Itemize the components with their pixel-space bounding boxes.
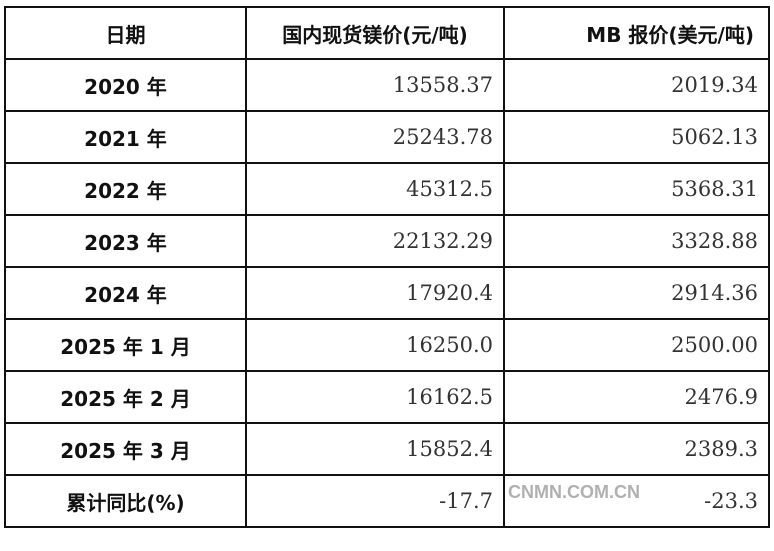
date-cell: 2025 年 1 月 (4, 318, 247, 372)
table-row: 2025 年 2 月 16162.5 2476.9 (4, 370, 770, 424)
domestic-price-cell: -17.7 (245, 474, 505, 528)
watermark: CNMN.COM.CN (508, 482, 640, 502)
domestic-price-cell: 16162.5 (245, 370, 505, 424)
date-cell: 2022 年 (4, 162, 247, 216)
mb-price-cell: 5368.31 (503, 162, 770, 216)
mb-price-cell: 2914.36 (503, 266, 770, 320)
mb-price-cell: -23.3 (503, 474, 770, 528)
mb-price-cell: 2019.34 (503, 58, 770, 112)
magnesium-price-table: 日期 国内现货镁价(元/吨) MB 报价(美元/吨) 2020 年 13558.3… (4, 6, 770, 528)
mb-price-cell: 5062.13 (503, 110, 770, 164)
table-row: 累计同比(%) -17.7 -23.3 (4, 474, 770, 528)
date-cell: 2020 年 (4, 58, 247, 112)
domestic-price-cell: 16250.0 (245, 318, 505, 372)
header-row: 日期 国内现货镁价(元/吨) MB 报价(美元/吨) (4, 6, 770, 60)
mb-price-cell: 3328.88 (503, 214, 770, 268)
domestic-price-cell: 15852.4 (245, 422, 505, 476)
domestic-price-cell: 22132.29 (245, 214, 505, 268)
table-row: 2025 年 3 月 15852.4 2389.3 (4, 422, 770, 476)
domestic-price-cell: 17920.4 (245, 266, 505, 320)
header-mb-price: MB 报价(美元/吨) (503, 6, 770, 60)
table-row: 2020 年 13558.37 2019.34 (4, 58, 770, 112)
date-cell: 2021 年 (4, 110, 247, 164)
mb-price-cell: 2389.3 (503, 422, 770, 476)
domestic-price-cell: 45312.5 (245, 162, 505, 216)
domestic-price-cell: 13558.37 (245, 58, 505, 112)
domestic-price-cell: 25243.78 (245, 110, 505, 164)
table-row: 2025 年 1 月 16250.0 2500.00 (4, 318, 770, 372)
date-cell: 2024 年 (4, 266, 247, 320)
table-row: 2021 年 25243.78 5062.13 (4, 110, 770, 164)
date-cell: 累计同比(%) (4, 474, 247, 528)
date-cell: 2025 年 3 月 (4, 422, 247, 476)
table-row: 2022 年 45312.5 5368.31 (4, 162, 770, 216)
table-row: 2023 年 22132.29 3328.88 (4, 214, 770, 268)
mb-price-cell: 2500.00 (503, 318, 770, 372)
table-row: 2024 年 17920.4 2914.36 (4, 266, 770, 320)
header-date: 日期 (4, 6, 247, 60)
date-cell: 2023 年 (4, 214, 247, 268)
date-cell: 2025 年 2 月 (4, 370, 247, 424)
mb-price-cell: 2476.9 (503, 370, 770, 424)
header-domestic-price: 国内现货镁价(元/吨) (245, 6, 505, 60)
